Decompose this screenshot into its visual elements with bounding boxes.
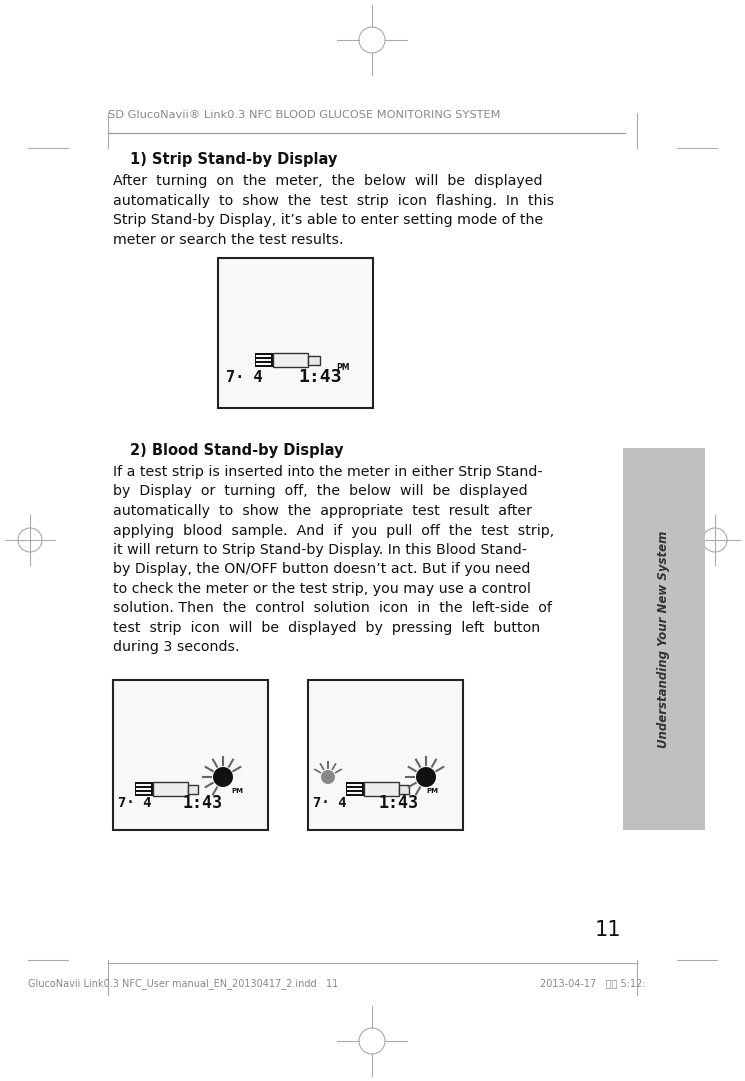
Bar — [256, 355, 271, 357]
Circle shape — [321, 770, 335, 784]
Bar — [347, 788, 362, 790]
Text: GlucoNavii Link0.3 NFC_User manual_EN_20130417_2.indd   11: GlucoNavii Link0.3 NFC_User manual_EN_20… — [28, 978, 338, 989]
Text: 2) Blood Stand-by Display: 2) Blood Stand-by Display — [130, 443, 343, 458]
Text: PM: PM — [231, 788, 243, 795]
Bar — [364, 782, 399, 796]
Text: Strip Stand-by Display, it’s able to enter setting mode of the: Strip Stand-by Display, it’s able to ent… — [113, 213, 543, 227]
Text: 7· 4: 7· 4 — [118, 796, 151, 810]
Bar — [308, 680, 463, 830]
Bar — [346, 782, 364, 796]
Bar — [256, 363, 271, 365]
Text: during 3 seconds.: during 3 seconds. — [113, 641, 239, 654]
Bar — [188, 785, 198, 795]
Text: 1:43: 1:43 — [378, 795, 418, 812]
Text: by  Display  or  turning  off,  the  below  will  be  displayed: by Display or turning off, the below wil… — [113, 484, 527, 498]
Bar — [256, 359, 271, 361]
Text: by Display, the ON/OFF button doesn’t act. But if you need: by Display, the ON/OFF button doesn’t ac… — [113, 562, 530, 576]
Circle shape — [416, 768, 436, 787]
Text: automatically  to  show  the  appropriate  test  result  after: automatically to show the appropriate te… — [113, 504, 532, 518]
Text: 11: 11 — [595, 920, 621, 940]
Bar — [255, 353, 273, 368]
Text: automatically  to  show  the  test  strip  icon  flashing.  In  this: automatically to show the test strip ico… — [113, 193, 554, 208]
Text: 2013-04-17   오후 5:12:: 2013-04-17 오후 5:12: — [540, 978, 646, 988]
Text: it will return to Strip Stand-by Display. In this Blood Stand-: it will return to Strip Stand-by Display… — [113, 543, 527, 557]
Text: 1) Strip Stand-by Display: 1) Strip Stand-by Display — [130, 152, 337, 166]
Bar — [136, 792, 151, 795]
Bar — [347, 792, 362, 795]
Text: 1:43: 1:43 — [183, 795, 223, 812]
Bar — [347, 784, 362, 786]
Circle shape — [213, 768, 233, 787]
Text: SD GlucoNavii® Link0.3 NFC BLOOD GLUCOSE MONITORING SYSTEM: SD GlucoNavii® Link0.3 NFC BLOOD GLUCOSE… — [108, 110, 501, 120]
Bar — [399, 785, 409, 795]
Bar — [218, 258, 373, 408]
Text: meter or search the test results.: meter or search the test results. — [113, 232, 343, 246]
Bar — [273, 353, 308, 368]
Text: After  turning  on  the  meter,  the  below  will  be  displayed: After turning on the meter, the below wi… — [113, 174, 542, 188]
Text: test  strip  icon  will  be  displayed  by  pressing  left  button: test strip icon will be displayed by pre… — [113, 620, 540, 635]
Bar — [623, 448, 705, 830]
Text: to check the meter or the test strip, you may use a control: to check the meter or the test strip, yo… — [113, 582, 531, 596]
Text: If a test strip is inserted into the meter in either Strip Stand-: If a test strip is inserted into the met… — [113, 465, 542, 479]
Text: PM: PM — [426, 788, 438, 795]
Text: solution. Then  the  control  solution  icon  in  the  left-side  of: solution. Then the control solution icon… — [113, 601, 552, 615]
Bar — [136, 784, 151, 786]
Bar — [153, 782, 188, 796]
Text: Understanding Your New System: Understanding Your New System — [658, 531, 670, 748]
Text: PM: PM — [336, 363, 349, 372]
Text: applying  blood  sample.  And  if  you  pull  off  the  test  strip,: applying blood sample. And if you pull o… — [113, 523, 554, 537]
Text: 1:43: 1:43 — [298, 368, 341, 386]
Bar — [135, 782, 153, 796]
Bar — [113, 680, 268, 830]
Bar — [308, 356, 320, 365]
Text: 7· 4: 7· 4 — [226, 370, 262, 385]
Bar — [136, 788, 151, 790]
Text: 7· 4: 7· 4 — [313, 796, 346, 810]
